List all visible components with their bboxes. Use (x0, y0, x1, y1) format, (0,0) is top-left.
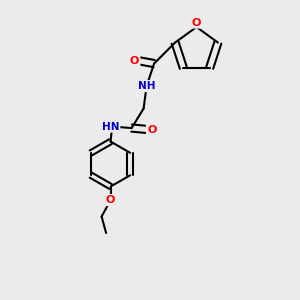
Text: O: O (147, 124, 156, 134)
Text: HN: HN (102, 122, 119, 131)
Text: O: O (130, 56, 139, 65)
Text: O: O (106, 195, 115, 205)
Text: O: O (192, 17, 201, 28)
Text: NH: NH (138, 81, 156, 91)
